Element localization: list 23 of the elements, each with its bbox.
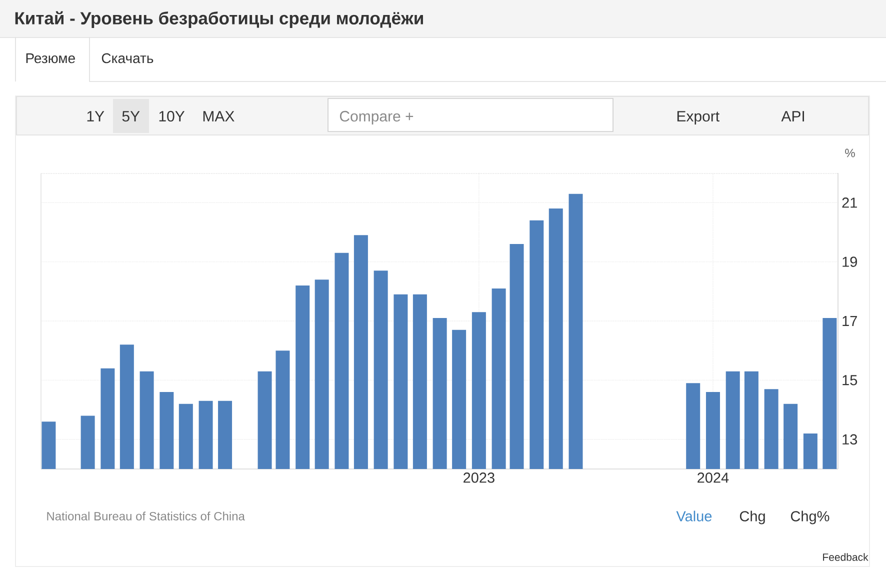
text: Feedback [823, 553, 868, 561]
text: Export [677, 111, 720, 125]
text: MAX [203, 111, 234, 122]
text: 5Y [122, 111, 140, 122]
y-tick-label: 19 [842, 256, 857, 267]
x-tick-label: 2023 [464, 472, 494, 483]
text: API [781, 111, 804, 122]
text: Chg% [790, 510, 830, 524]
x-tick-label: 2024 [698, 472, 729, 483]
y-tick-label: 15 [842, 375, 858, 386]
chart-title: Китай - Уровень безработицы среди молодёжи [15, 11, 423, 28]
y-axis-title: % [845, 148, 855, 158]
y-tick-label: 17 [842, 316, 857, 326]
text: National Bureau of Statistics of China [47, 512, 245, 520]
text: Резюме [26, 53, 75, 64]
text: 10Y [159, 110, 185, 122]
text: Value [676, 510, 712, 522]
y-tick-label: 13 [842, 434, 858, 445]
text: Compare + [340, 110, 414, 125]
text: Chg [740, 510, 765, 524]
y-tick-label: 21 [842, 198, 857, 208]
text: Скачать [102, 53, 154, 64]
text: 1Y [87, 111, 104, 122]
